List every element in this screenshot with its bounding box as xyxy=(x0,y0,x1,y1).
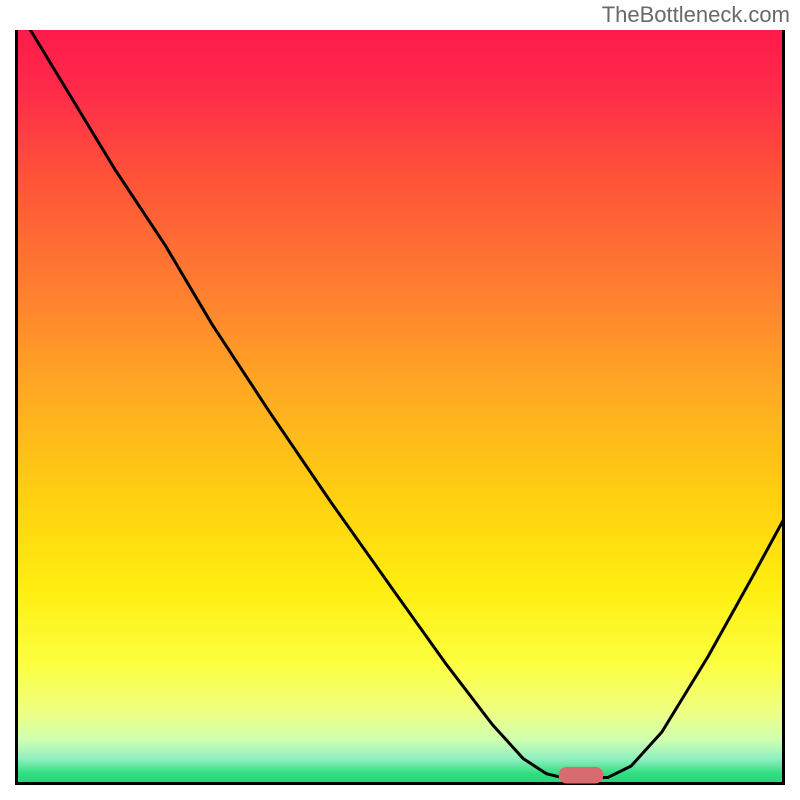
watermark-text: TheBottleneck.com xyxy=(602,2,790,28)
plot-area xyxy=(15,30,785,785)
chart-background xyxy=(15,30,785,785)
marker-pill xyxy=(559,767,604,784)
chart-container: TheBottleneck.com xyxy=(0,0,800,800)
chart-svg xyxy=(15,30,785,785)
